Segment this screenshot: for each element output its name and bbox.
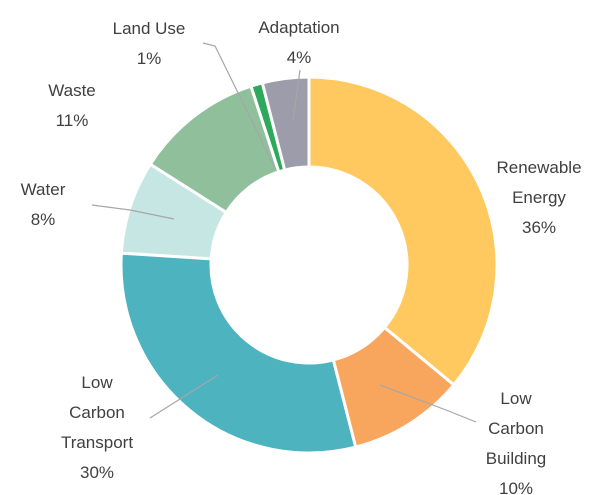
value-label: 30% xyxy=(79,463,115,482)
donut-slice xyxy=(331,325,456,449)
category-label: Adaptation xyxy=(258,18,340,37)
data-label: Renewable Energy 36% xyxy=(494,153,584,243)
data-label: Adaptation 4% xyxy=(249,13,349,73)
donut-slice xyxy=(148,84,281,215)
value-label: 8% xyxy=(30,210,56,229)
leader-line xyxy=(292,69,301,121)
leader-line xyxy=(202,42,277,171)
category-label: Water xyxy=(20,180,66,199)
data-label: Waste 11% xyxy=(32,76,112,136)
value-label: 36% xyxy=(521,218,557,237)
data-label: Water 8% xyxy=(3,175,83,235)
data-label: Low Carbon Building 10% xyxy=(479,384,554,495)
category-label: Low Carbon Building xyxy=(485,389,547,468)
category-label: Low Carbon Transport xyxy=(60,373,134,452)
donut-slice xyxy=(307,75,499,387)
donut-slice xyxy=(119,162,229,261)
category-label: Land Use xyxy=(112,19,186,38)
category-label: Waste xyxy=(48,81,96,100)
data-label: Low Carbon Transport 30% xyxy=(57,368,137,488)
leader-line xyxy=(149,374,219,419)
value-label: 4% xyxy=(286,48,312,67)
category-label: Renewable Energy xyxy=(496,158,582,207)
leader-line xyxy=(91,204,175,220)
data-label: Land Use 1% xyxy=(99,14,199,74)
leader-line xyxy=(379,384,477,423)
value-label: 11% xyxy=(55,111,89,130)
donut-slice xyxy=(119,251,358,455)
value-label: 10% xyxy=(498,479,534,495)
value-label: 1% xyxy=(136,49,162,68)
